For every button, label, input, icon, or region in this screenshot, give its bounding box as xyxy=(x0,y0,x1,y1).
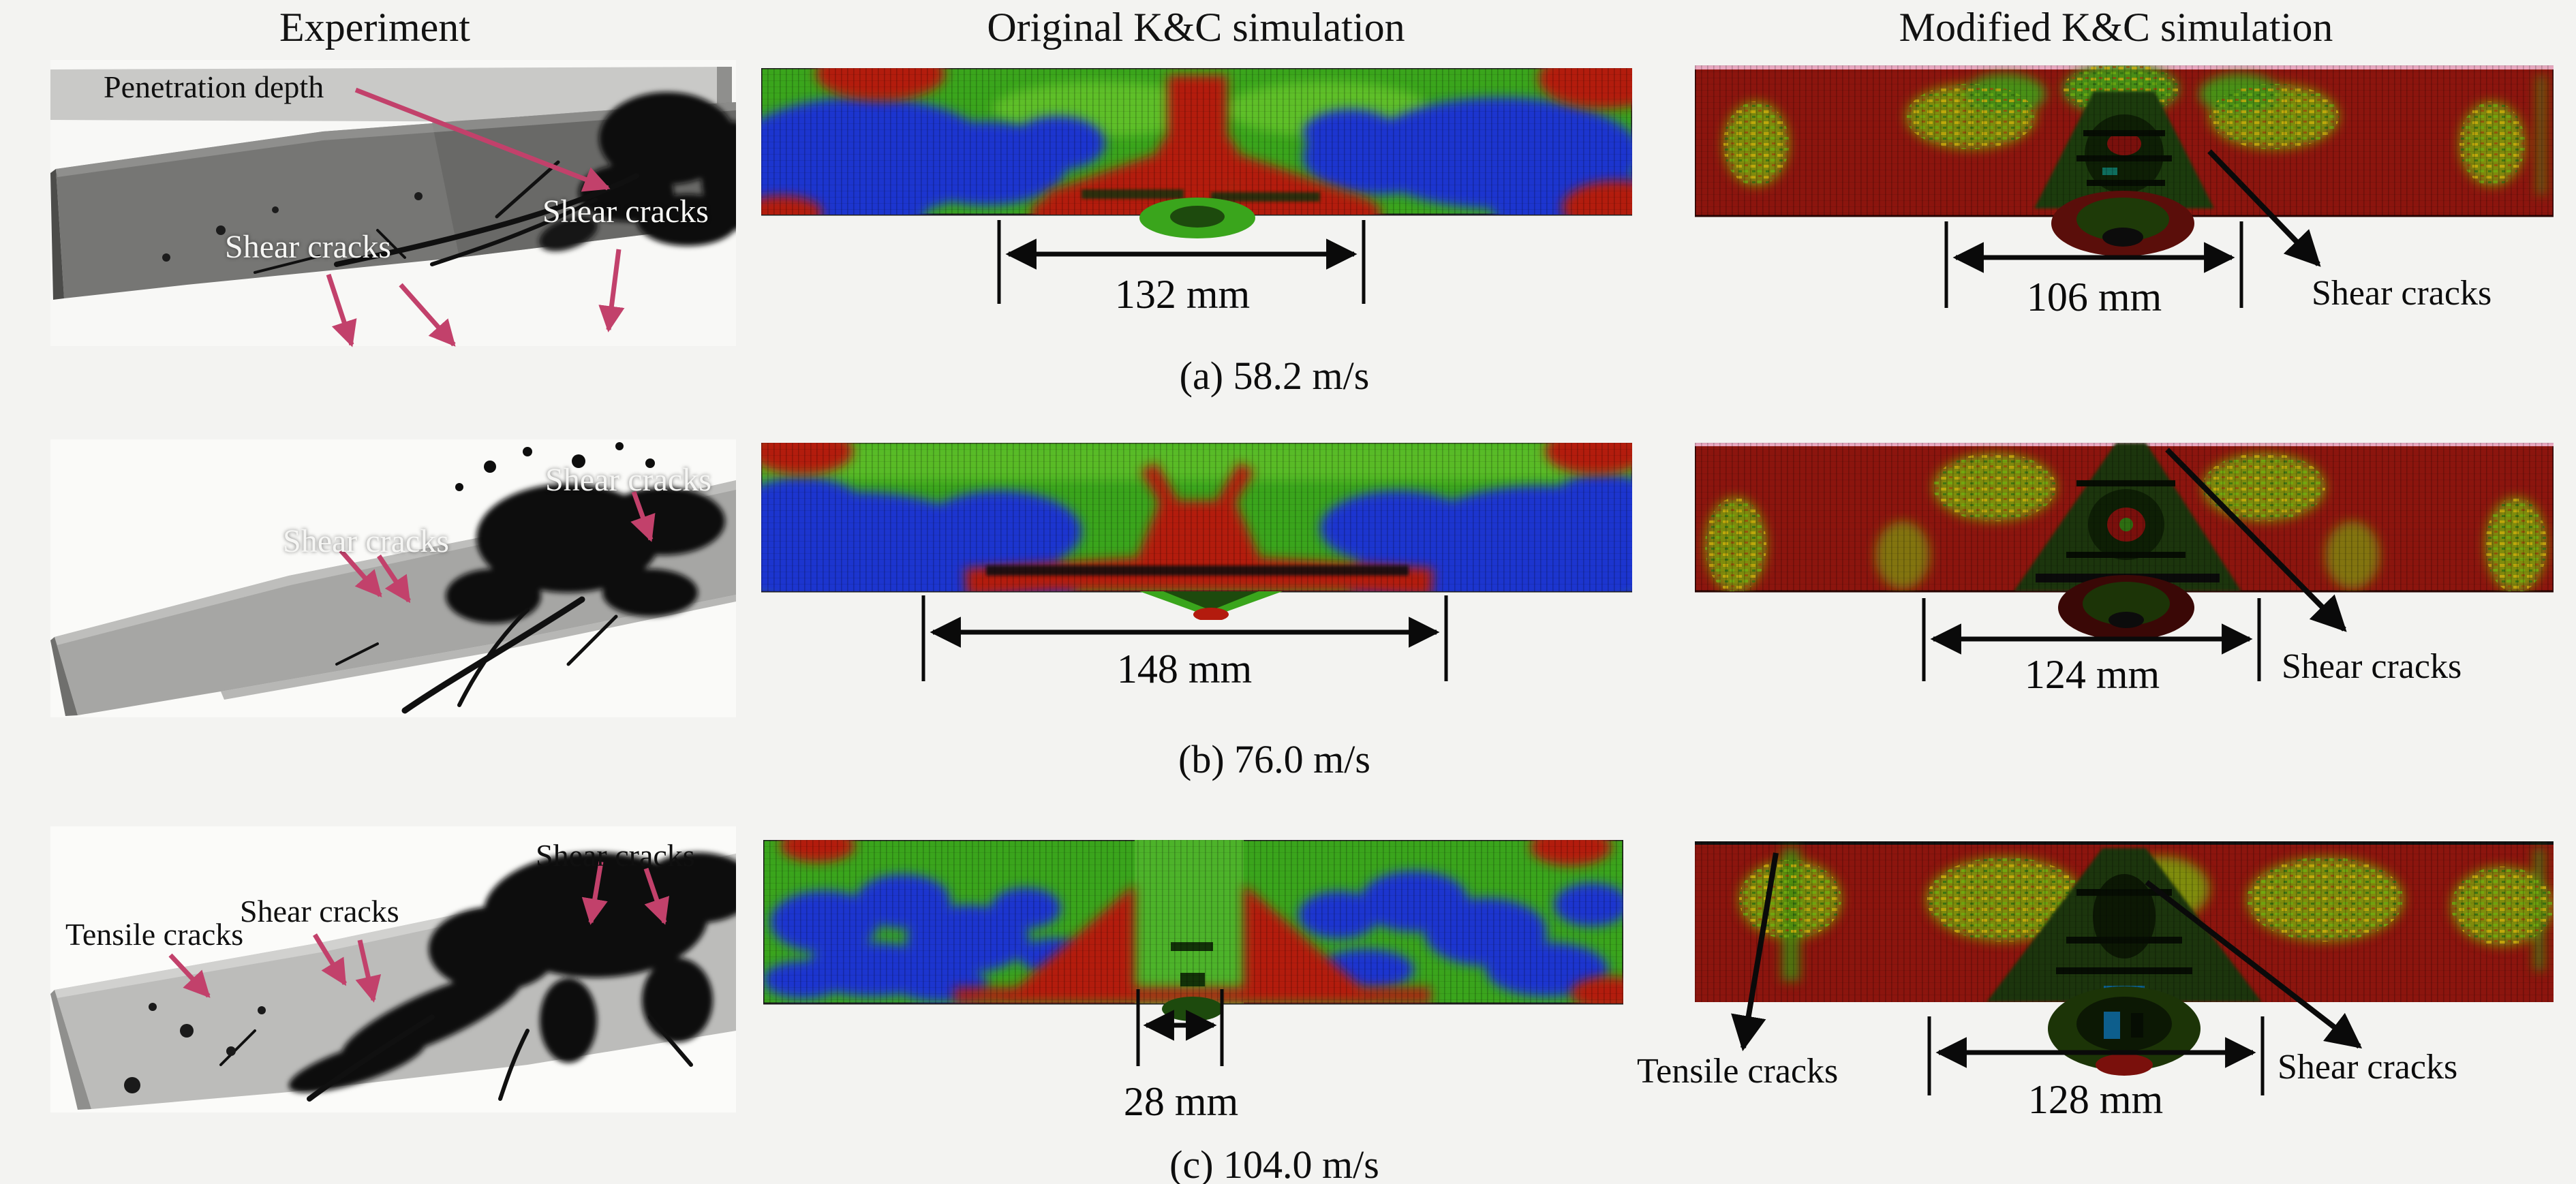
label-shear-cracks-exp-b-left: Shear cracks xyxy=(283,523,449,559)
modified-sim-104ms-art xyxy=(1695,841,2554,1076)
spall-bulb xyxy=(1162,997,1223,1021)
original-sim-104ms-art xyxy=(763,840,1623,1021)
measurement-148mm: 148 mm xyxy=(1116,646,1253,691)
label-shear-cracks-exp-c-top: Shear cracks xyxy=(536,838,695,873)
original-sim-76ms-art xyxy=(761,443,1632,620)
modified-sim-76ms xyxy=(1695,443,2554,647)
label-shear-cracks-mod-a: Shear cracks xyxy=(2312,274,2492,313)
spall-bulb xyxy=(2048,986,2201,1076)
fringe-blobs xyxy=(761,68,1632,215)
label-shear-cracks-mod-b: Shear cracks xyxy=(2282,647,2462,686)
modified-sim-104ms xyxy=(1695,841,2554,1080)
spall-bulb xyxy=(1139,198,1255,238)
impact-damage xyxy=(539,92,736,251)
debris-spray xyxy=(455,442,655,491)
speckles xyxy=(162,192,423,262)
spall-bulb xyxy=(1139,591,1283,620)
column-header-original-kc: Original K&C simulation xyxy=(987,5,1405,50)
label-shear-cracks-exp-b-right: Shear cracks xyxy=(545,462,711,498)
original-sim-58ms xyxy=(761,68,1632,242)
original-sim-76ms xyxy=(761,443,1632,620)
fringe-blobs xyxy=(763,840,1623,1003)
original-sim-104ms xyxy=(763,840,1623,1031)
fringe-blobs xyxy=(761,443,1632,591)
label-shear-cracks-exp-a-left: Shear cracks xyxy=(225,229,391,265)
modified-sim-58ms-art xyxy=(1695,65,2554,256)
speckles xyxy=(124,1003,266,1093)
caption-a: (a) 58.2 m/s xyxy=(1179,354,1370,398)
label-shear-cracks-exp-c-mid: Shear cracks xyxy=(240,894,399,929)
measurement-124mm: 124 mm xyxy=(2024,652,2160,697)
label-shear-cracks-exp-a-right: Shear cracks xyxy=(542,193,709,230)
spall-bulb xyxy=(2058,575,2194,640)
measurement-132mm: 132 mm xyxy=(1114,272,1251,317)
spall-bulb xyxy=(2051,191,2194,256)
modified-sim-58ms xyxy=(1695,65,2554,270)
crack-lines xyxy=(219,1014,693,1102)
original-sim-58ms-art xyxy=(761,68,1632,238)
measurement-28mm: 28 mm xyxy=(1123,1079,1239,1124)
column-header-modified-kc: Modified K&C simulation xyxy=(1899,5,2333,50)
measurement-106mm: 106 mm xyxy=(2026,275,2162,320)
measurement-128mm: 128 mm xyxy=(2027,1077,2164,1122)
fringe-blobs xyxy=(1695,443,2554,591)
crack-lines xyxy=(335,596,618,714)
caption-b: (b) 76.0 m/s xyxy=(1178,737,1370,781)
label-shear-cracks-mod-c: Shear cracks xyxy=(2278,1048,2458,1087)
label-penetration-depth: Penetration depth xyxy=(104,69,324,104)
modified-sim-76ms-art xyxy=(1695,443,2554,640)
label-tensile-cracks-mod-c: Tensile cracks xyxy=(1637,1052,1839,1091)
caption-c: (c) 104.0 m/s xyxy=(1169,1142,1379,1184)
label-tensile-cracks-exp-c: Tensile cracks xyxy=(65,917,244,952)
fringe-blobs xyxy=(1695,841,2554,1002)
column-header-experiment: Experiment xyxy=(279,5,470,50)
